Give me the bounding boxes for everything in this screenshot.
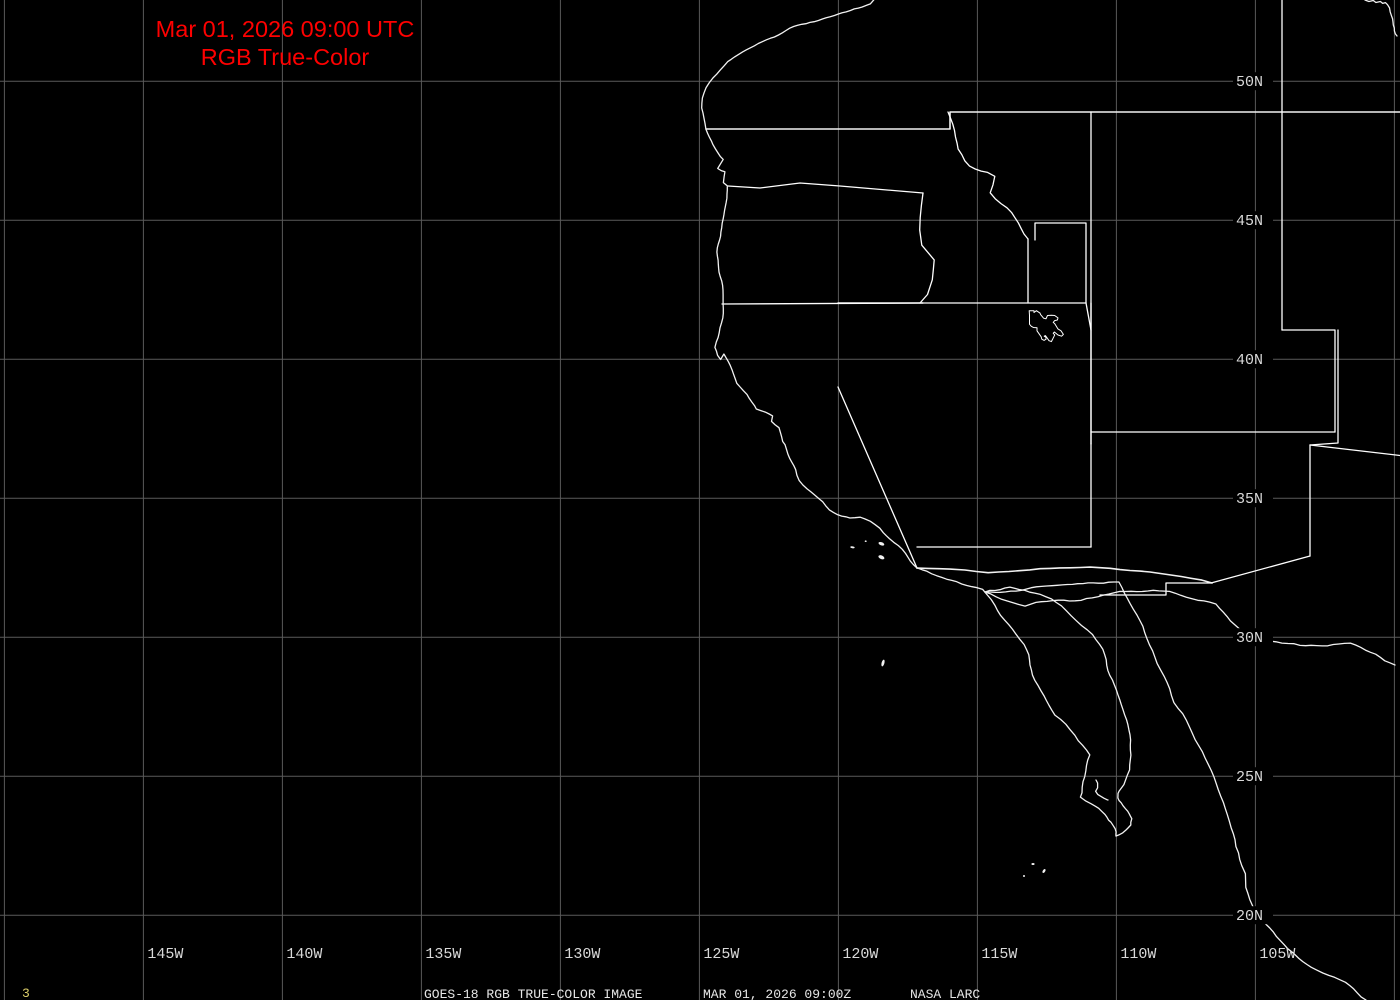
svg-text:120W: 120W — [842, 946, 878, 963]
svg-text:105W: 105W — [1259, 946, 1295, 963]
svg-text:125W: 125W — [703, 946, 739, 963]
svg-text:40N: 40N — [1236, 352, 1263, 369]
svg-text:50N: 50N — [1236, 74, 1263, 91]
svg-text:35N: 35N — [1236, 491, 1263, 508]
svg-text:145W: 145W — [147, 946, 183, 963]
svg-text:45N: 45N — [1236, 213, 1263, 230]
svg-text:130W: 130W — [564, 946, 600, 963]
svg-text:115W: 115W — [981, 946, 1017, 963]
svg-text:140W: 140W — [286, 946, 322, 963]
svg-text:110W: 110W — [1120, 946, 1156, 963]
svg-text:25N: 25N — [1236, 769, 1263, 786]
svg-text:135W: 135W — [425, 946, 461, 963]
svg-text:30N: 30N — [1236, 630, 1263, 647]
svg-text:20N: 20N — [1236, 908, 1263, 925]
